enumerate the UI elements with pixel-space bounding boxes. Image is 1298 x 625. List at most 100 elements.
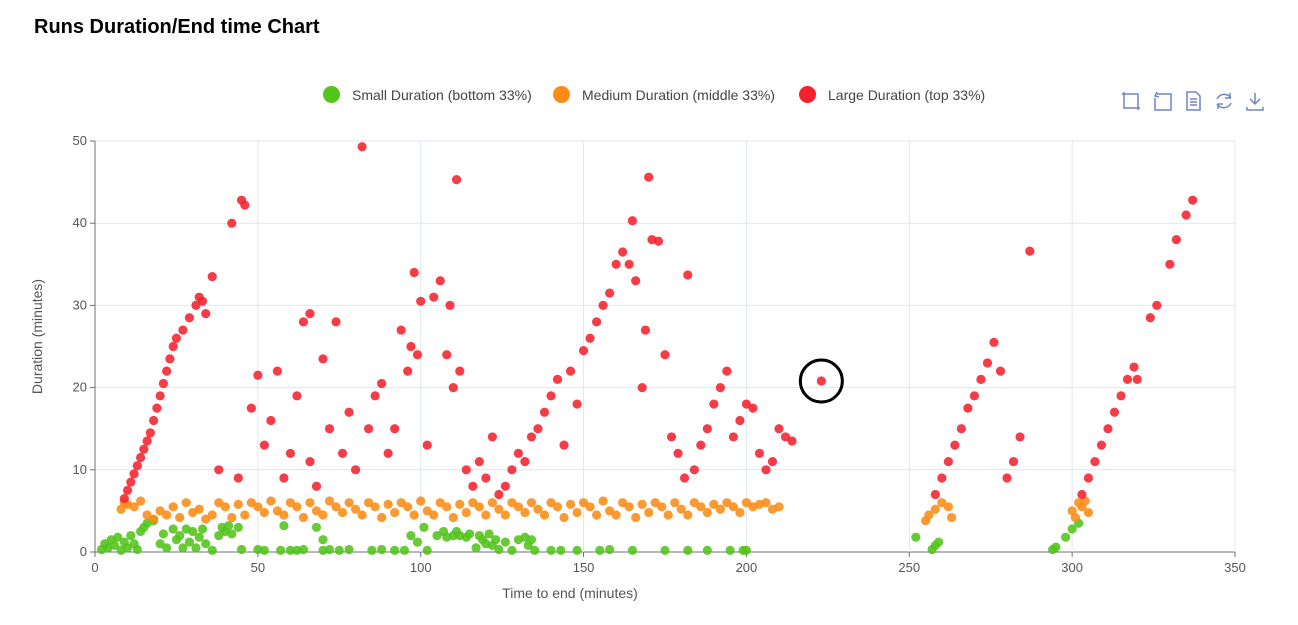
point-large <box>696 440 706 450</box>
point-small <box>660 545 670 555</box>
point-small <box>259 545 269 555</box>
point-small <box>526 535 537 545</box>
point-large <box>754 448 765 458</box>
point-small <box>233 522 243 532</box>
point-large <box>598 300 608 310</box>
point-large <box>520 456 530 467</box>
point-large <box>168 341 178 352</box>
point-small <box>491 535 501 545</box>
point-large <box>178 325 188 335</box>
point-large <box>240 200 250 210</box>
point-large <box>683 270 693 280</box>
point-medium <box>715 504 725 514</box>
point-small <box>367 545 377 555</box>
point-medium <box>761 498 771 508</box>
point-large <box>155 391 165 401</box>
point-medium <box>624 502 634 512</box>
point-medium <box>337 507 348 518</box>
point-small <box>422 545 432 555</box>
point-medium <box>585 502 595 512</box>
point-medium <box>350 504 361 514</box>
point-large <box>406 341 416 352</box>
point-medium <box>474 502 484 512</box>
point-large <box>122 485 133 495</box>
point-large <box>474 456 484 467</box>
point-medium <box>207 510 217 520</box>
x-tick-label: 50 <box>251 560 265 575</box>
point-large <box>689 465 699 475</box>
point-small <box>168 524 178 534</box>
point-medium <box>943 502 953 512</box>
point-medium <box>292 502 302 512</box>
point-large <box>429 292 439 302</box>
point-small <box>236 544 247 555</box>
point-medium <box>631 512 641 523</box>
point-medium <box>611 510 621 520</box>
point-large <box>982 358 993 368</box>
restore-icon[interactable] <box>1213 90 1235 112</box>
point-medium <box>494 504 504 514</box>
point-medium <box>357 510 367 520</box>
point-large <box>139 444 149 454</box>
point-medium <box>298 512 309 523</box>
x-tick-label: 100 <box>410 560 432 575</box>
point-large <box>1165 259 1175 269</box>
point-small <box>318 535 328 545</box>
legend-item-medium[interactable]: Medium Duration (middle 33%) <box>553 86 775 103</box>
x-tick-label: 300 <box>1061 560 1083 575</box>
point-large <box>673 448 683 458</box>
point-large <box>709 399 719 409</box>
point-medium <box>728 502 739 512</box>
point-small <box>399 545 410 555</box>
point-large <box>158 378 168 389</box>
point-large <box>631 276 641 286</box>
point-large <box>165 354 175 364</box>
point-small <box>344 544 354 555</box>
point-large <box>963 403 973 413</box>
point-large <box>145 428 155 438</box>
point-large <box>344 407 354 417</box>
point-large <box>1077 489 1087 500</box>
point-small <box>132 544 142 555</box>
point-large <box>227 218 237 228</box>
point-large <box>201 309 211 319</box>
point-medium <box>175 512 185 523</box>
point-medium <box>266 496 276 506</box>
point-large <box>969 391 980 401</box>
point-large <box>702 424 712 434</box>
chart-toolbox <box>1120 90 1266 112</box>
point-small <box>298 544 309 555</box>
data-view-icon[interactable] <box>1182 90 1204 112</box>
legend-item-small[interactable]: Small Duration (bottom 33%) <box>323 86 532 103</box>
point-medium <box>403 502 413 512</box>
highlight-ring <box>798 358 844 404</box>
point-small <box>188 526 198 537</box>
point-large <box>565 366 576 376</box>
point-small <box>285 545 296 555</box>
point-medium <box>526 498 537 508</box>
legend-item-large[interactable]: Large Duration (top 33%) <box>799 86 985 103</box>
point-medium <box>305 498 315 508</box>
point-large <box>324 424 335 434</box>
point-large <box>816 376 826 386</box>
legend-marker-large <box>799 86 816 103</box>
point-medium <box>370 502 380 512</box>
save-image-icon[interactable] <box>1244 90 1266 112</box>
point-medium <box>644 507 654 518</box>
zoom-icon[interactable] <box>1120 90 1142 112</box>
point-small <box>113 532 123 542</box>
point-small <box>471 543 481 553</box>
point-large <box>1103 424 1113 434</box>
zoom-reset-icon[interactable] <box>1151 90 1173 112</box>
point-large <box>416 296 426 306</box>
point-large <box>526 432 537 442</box>
point-small <box>279 521 289 531</box>
y-tick-label: 10 <box>73 462 87 477</box>
point-medium <box>513 502 524 512</box>
point-small <box>627 545 638 555</box>
point-large <box>1008 456 1019 467</box>
point-large <box>207 272 217 282</box>
point-medium <box>383 499 393 509</box>
point-medium <box>194 504 204 514</box>
point-large <box>311 481 322 491</box>
